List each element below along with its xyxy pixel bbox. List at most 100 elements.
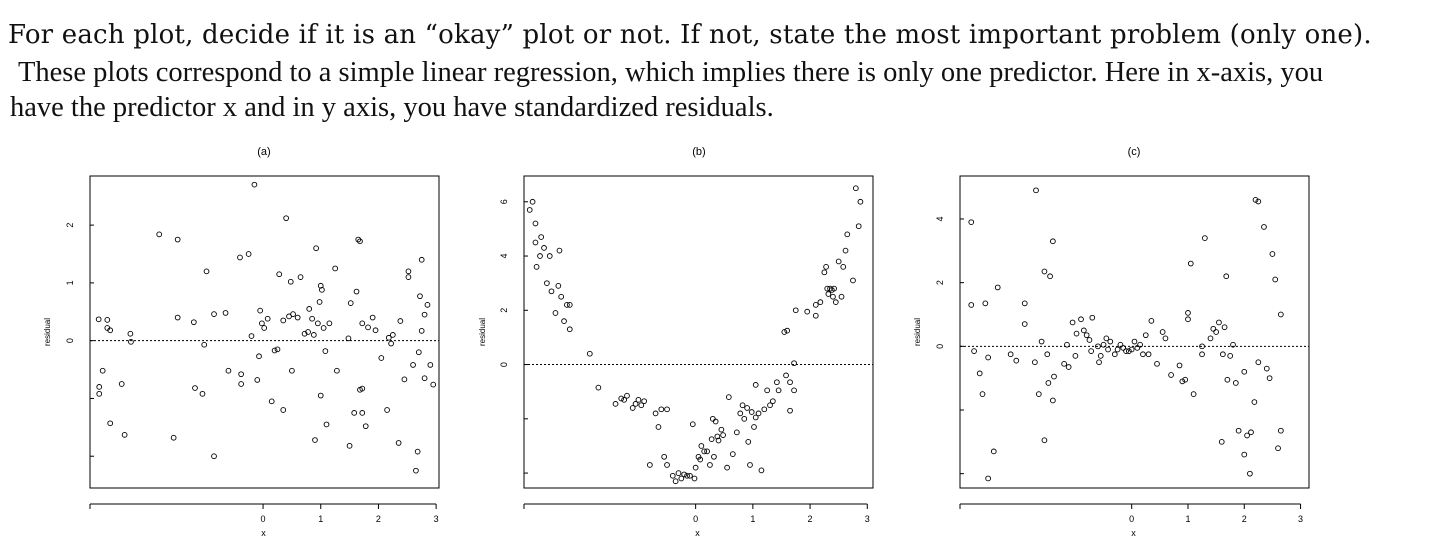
data-point bbox=[982, 300, 989, 307]
data-point bbox=[359, 410, 366, 416]
data-point bbox=[347, 300, 354, 306]
data-point bbox=[708, 436, 715, 443]
data-point bbox=[1142, 332, 1149, 339]
x-axis-label: x bbox=[1131, 528, 1136, 538]
data-point bbox=[397, 318, 404, 324]
data-point bbox=[294, 314, 301, 321]
data-point bbox=[835, 258, 842, 265]
data-point bbox=[261, 325, 268, 331]
data-point bbox=[107, 327, 114, 334]
data-point bbox=[684, 472, 690, 479]
data-point bbox=[661, 453, 668, 460]
y-tick-label: 6 bbox=[499, 199, 509, 204]
data-point bbox=[237, 254, 243, 261]
data-point bbox=[748, 409, 755, 415]
x-tick-label: 0 bbox=[1129, 514, 1134, 524]
data-point bbox=[968, 219, 975, 226]
data-point bbox=[697, 456, 704, 463]
data-point bbox=[624, 392, 630, 399]
data-point bbox=[566, 302, 573, 308]
data-point bbox=[552, 310, 559, 316]
data-point bbox=[418, 256, 425, 263]
data-point bbox=[1185, 316, 1191, 323]
data-point bbox=[1128, 346, 1135, 353]
data-point bbox=[709, 415, 716, 422]
data-point bbox=[838, 293, 845, 300]
data-point bbox=[979, 391, 986, 397]
data-point bbox=[1117, 341, 1124, 348]
data-point bbox=[595, 384, 602, 391]
data-point bbox=[751, 424, 757, 430]
data-point bbox=[1230, 341, 1236, 348]
data-point bbox=[1061, 360, 1067, 367]
data-point bbox=[532, 220, 539, 227]
data-point bbox=[316, 299, 323, 305]
data-point bbox=[1255, 198, 1262, 205]
data-point bbox=[1187, 260, 1194, 267]
data-point bbox=[745, 439, 752, 445]
data-point bbox=[1044, 351, 1051, 358]
data-point bbox=[812, 312, 819, 319]
data-point bbox=[823, 264, 829, 270]
data-point bbox=[1263, 365, 1270, 372]
data-point bbox=[555, 283, 562, 289]
data-point bbox=[413, 467, 419, 474]
data-point bbox=[831, 285, 837, 292]
data-point bbox=[310, 332, 317, 338]
data-point bbox=[533, 264, 540, 270]
data-point bbox=[170, 434, 177, 441]
scatter-panel-3: (c) 0 1 2 3 x 0 2 4 residual bbox=[913, 146, 1310, 538]
data-point bbox=[669, 472, 676, 479]
data-point bbox=[104, 317, 111, 323]
data-point bbox=[747, 462, 753, 468]
data-point bbox=[1114, 346, 1121, 353]
data-point bbox=[1220, 351, 1226, 358]
data-point bbox=[362, 423, 369, 430]
data-point bbox=[174, 236, 181, 243]
data-point bbox=[840, 264, 847, 270]
data-point bbox=[192, 385, 198, 391]
data-point bbox=[254, 377, 261, 383]
data-point bbox=[720, 432, 726, 438]
data-point bbox=[326, 320, 333, 327]
scatter-panel-1: (a) 0 1 2 3 x 0 1 2 residual bbox=[43, 146, 440, 538]
data-point bbox=[276, 271, 283, 278]
data-point bbox=[1159, 329, 1166, 335]
data-point bbox=[692, 464, 699, 471]
data-point bbox=[280, 317, 287, 324]
data-point bbox=[317, 282, 324, 289]
data-point bbox=[586, 350, 593, 357]
x-tick-label: 3 bbox=[434, 514, 439, 524]
data-point bbox=[752, 414, 759, 421]
data-point bbox=[1145, 351, 1152, 358]
data-point bbox=[1089, 314, 1096, 321]
data-point bbox=[384, 407, 390, 413]
plot-title: (b) bbox=[692, 146, 705, 158]
y-tick-label: 2 bbox=[499, 308, 509, 313]
data-point bbox=[1083, 332, 1090, 339]
data-point bbox=[812, 302, 819, 308]
y-tick-label: 4 bbox=[499, 254, 509, 259]
data-point bbox=[245, 251, 252, 257]
data-point bbox=[844, 231, 851, 238]
data-point bbox=[1252, 197, 1259, 203]
plot-frame bbox=[89, 175, 440, 489]
data-point bbox=[830, 293, 836, 300]
data-point bbox=[257, 307, 264, 314]
data-point bbox=[538, 234, 545, 240]
data-point bbox=[1072, 353, 1079, 359]
data-point bbox=[1065, 364, 1072, 370]
data-point bbox=[758, 467, 765, 474]
x-tick-label: 2 bbox=[808, 514, 813, 524]
data-point bbox=[372, 327, 379, 334]
data-point bbox=[418, 327, 425, 334]
data-point bbox=[737, 410, 744, 417]
x-tick-label: 0 bbox=[261, 514, 266, 524]
data-point bbox=[1038, 338, 1045, 345]
data-point bbox=[322, 348, 329, 354]
data-point bbox=[264, 315, 271, 322]
x-tick-label: 0 bbox=[693, 514, 698, 524]
data-point bbox=[317, 392, 324, 399]
data-point bbox=[1097, 353, 1104, 359]
data-point bbox=[128, 338, 134, 345]
